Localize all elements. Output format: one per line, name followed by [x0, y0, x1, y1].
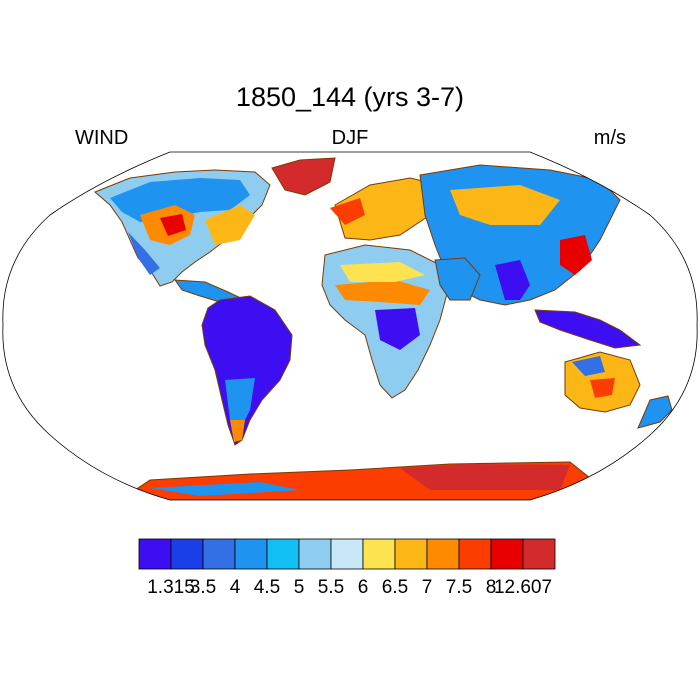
colorbar-swatch	[234, 538, 268, 570]
colorbar-swatch	[330, 538, 364, 570]
colorbar-swatch	[138, 538, 172, 570]
colorbar-label: 3.5	[190, 577, 216, 598]
europe-west-red	[330, 198, 365, 225]
south-america-south-blue	[225, 378, 255, 430]
colorbar-label: 6	[358, 577, 369, 598]
antarctica-east-red	[400, 464, 570, 490]
colorbar-label: 4.5	[254, 577, 280, 598]
sahara-yellow	[340, 262, 425, 282]
asia-east-red	[560, 235, 592, 275]
arabia-land	[434, 257, 481, 301]
colorbar-swatch	[202, 538, 236, 570]
colorbar-label: 5	[294, 577, 305, 598]
colorbar-swatch	[522, 538, 556, 570]
season-label: DJF	[331, 127, 369, 149]
units-label: m/s	[593, 127, 626, 149]
colorbar-label: 7.5	[446, 577, 472, 598]
australia-center-red	[590, 378, 615, 398]
colorbar-swatch	[298, 538, 332, 570]
central-africa-blue	[375, 308, 420, 350]
colorbar-label: 4	[230, 577, 241, 598]
colorbar-swatch	[490, 538, 524, 570]
colorbar-swatch	[362, 538, 396, 570]
colorbar-label: 1.315	[147, 577, 195, 598]
plot-title: 1850_144 (yrs 3-7)	[235, 82, 465, 112]
new-zealand-land	[637, 395, 673, 429]
colorbar-swatch	[170, 538, 204, 570]
greenland-land	[271, 157, 336, 196]
south-america-tip	[230, 420, 245, 442]
maritime-asia-land	[534, 309, 642, 349]
india-blue	[495, 260, 530, 300]
colorbar-label: 8	[486, 577, 497, 598]
colorbar-label: 7	[422, 577, 433, 598]
colorbar-swatch	[458, 538, 492, 570]
colorbar-label: 5.5	[318, 577, 344, 598]
north-america-north-blue	[110, 178, 250, 222]
map-outline	[2, 151, 698, 501]
variable-label: WIND	[75, 127, 129, 149]
asia-north-yellow	[450, 185, 560, 225]
north-america-red-core	[160, 214, 186, 236]
colorbar-swatch	[426, 538, 460, 570]
australia-north-blue	[572, 356, 605, 376]
north-america-east-yellow	[205, 205, 255, 245]
colorbar-swatch	[266, 538, 300, 570]
colorbar-swatch	[394, 538, 428, 570]
colorbar-label: 6.5	[382, 577, 408, 598]
land-fill-layer	[94, 157, 673, 500]
north-america-coast	[128, 232, 160, 275]
colorbar-label: 12.607	[494, 577, 552, 598]
antarctica-west-blue	[150, 482, 300, 496]
sahel-orange	[335, 280, 430, 305]
